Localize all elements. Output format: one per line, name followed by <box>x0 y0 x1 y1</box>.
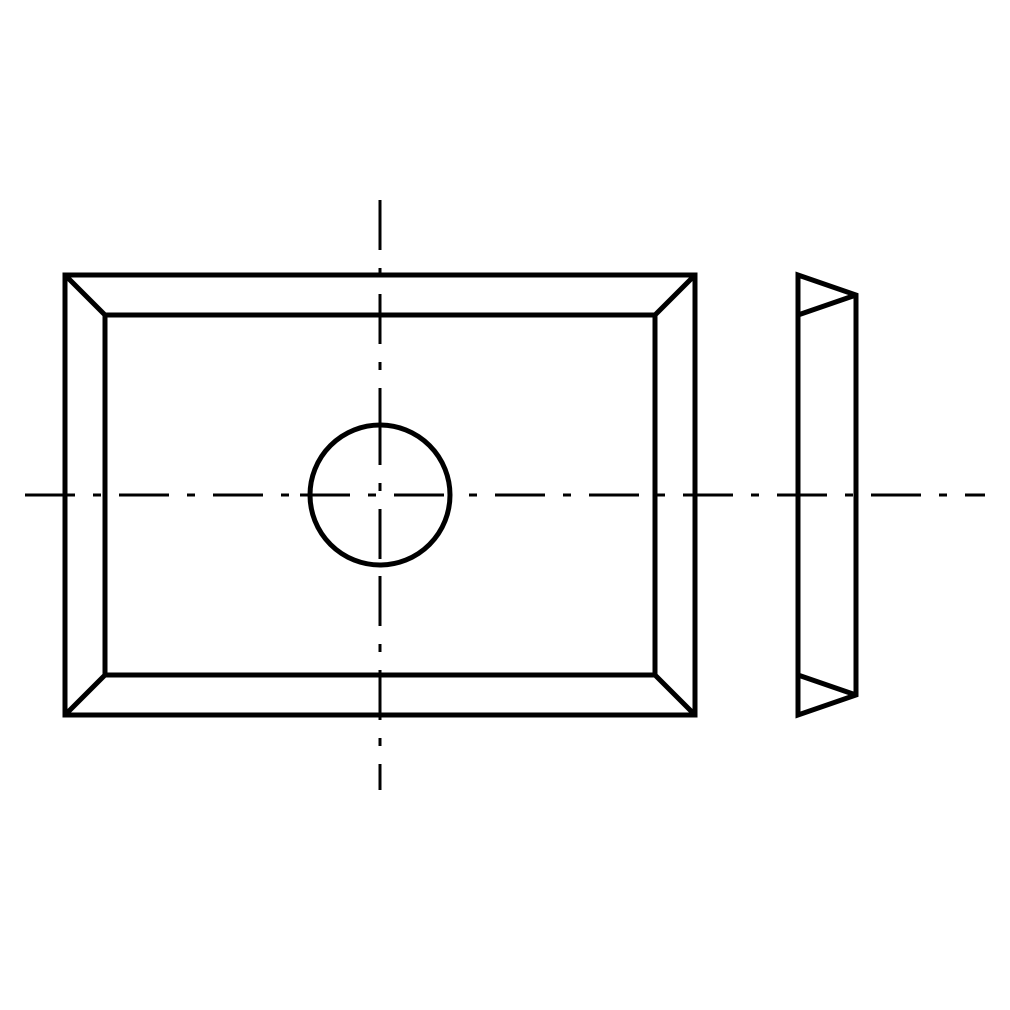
side-bevel-bottom <box>798 675 856 695</box>
side-bevel-top <box>798 295 856 315</box>
bevel-corner <box>65 675 105 715</box>
bevel-corner <box>655 275 695 315</box>
bevel-corner <box>65 275 105 315</box>
bevel-corner <box>655 675 695 715</box>
technical-drawing <box>0 0 1010 1010</box>
